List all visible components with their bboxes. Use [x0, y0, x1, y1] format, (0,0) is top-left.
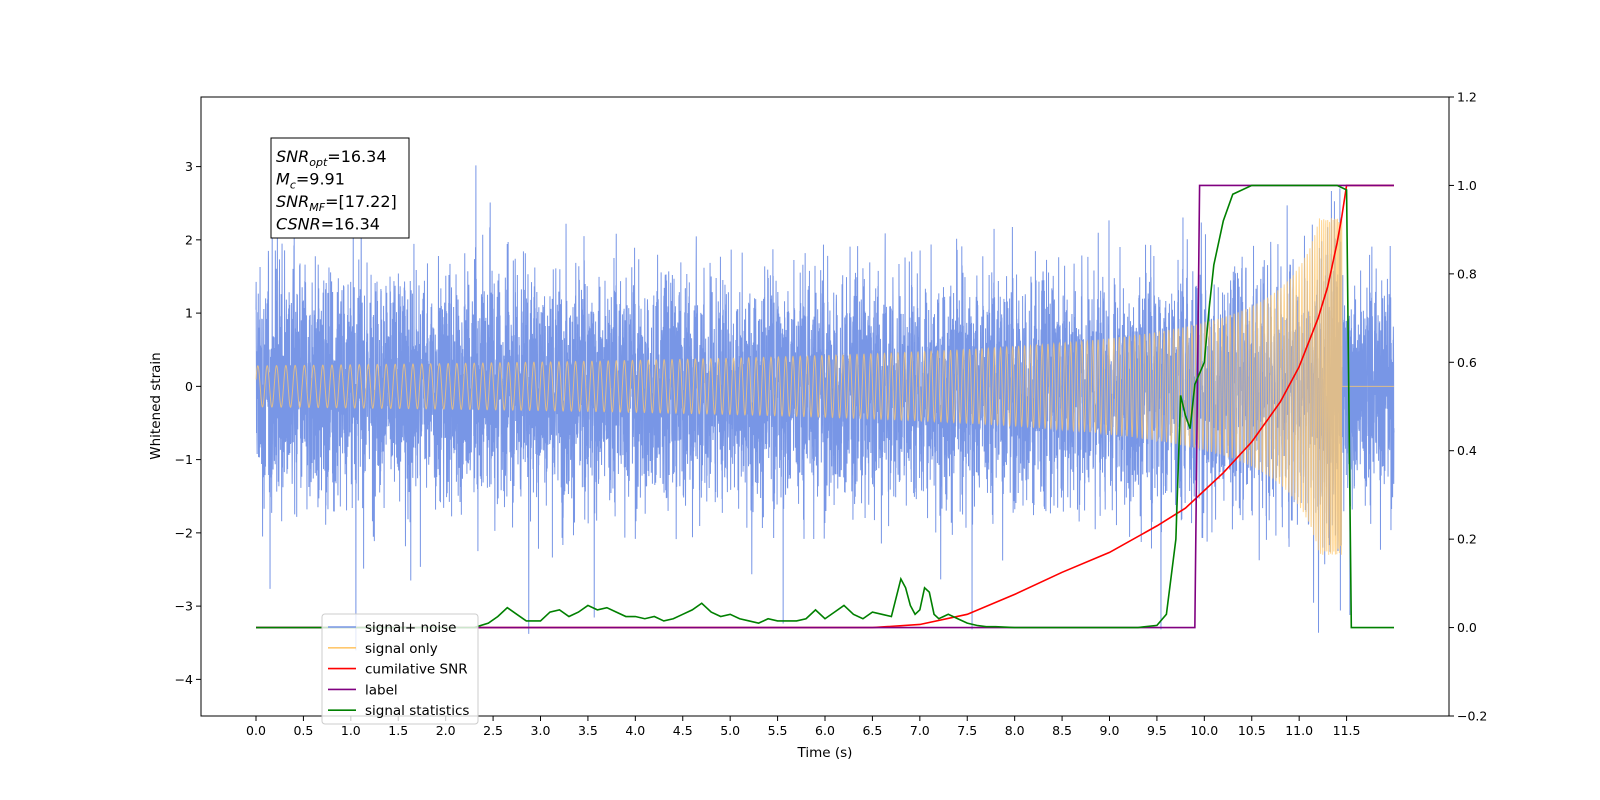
legend-frame	[321, 613, 479, 725]
info-line: SNRopt=16.34	[276, 147, 387, 169]
x-tick-label: 7.0	[910, 723, 930, 738]
x-tick-label: 5.0	[720, 723, 740, 738]
snr-info-box: SNRopt=16.34Mc=9.91SNRMF=[17.22]CSNR=16.…	[270, 137, 410, 239]
y-tick-label: −4	[175, 672, 193, 687]
y-axis-left: 3 2 1 0 −1 −2 −3 −4	[175, 159, 201, 687]
x-tick-label: 0.5	[293, 723, 313, 738]
legend-label: label	[365, 682, 398, 698]
y-right-tick-label: 0.6	[1457, 355, 1477, 370]
x-tick-label: 11.5	[1333, 723, 1361, 738]
info-box-frame	[270, 137, 410, 239]
x-tick-label: 9.0	[1100, 723, 1120, 738]
y-tick-label: −3	[175, 599, 193, 614]
y-right-tick-label: 0.2	[1457, 532, 1477, 547]
x-tick-label: 1.5	[388, 723, 408, 738]
x-tick-label: 7.5	[957, 723, 977, 738]
x-tick-label: 8.0	[1005, 723, 1025, 738]
x-axis: 0.0 0.5 1.0 1.5 2.0 2.5 3.0 3.5 4.0 4.5 5.0 5.5 6.0 6…	[246, 716, 1361, 738]
x-tick-label: 5.5	[768, 723, 788, 738]
y-right-tick-label: 1.0	[1457, 178, 1477, 193]
plot-lines	[255, 165, 1395, 651]
y-right-tick-label: 0.0	[1457, 620, 1477, 635]
cumilative-snr-line	[256, 184, 1394, 629]
legend-label: signal only	[365, 641, 438, 657]
legend-label: signal statistics	[365, 703, 469, 719]
y-right-tick-label: 0.8	[1457, 266, 1477, 281]
info-line: CSNR=16.34	[276, 215, 380, 234]
y-right-tick-label: 0.4	[1457, 443, 1477, 458]
legend: signal+ noise signal only cumilative SNR la…	[321, 613, 479, 725]
info-line: SNRMF=[17.22]	[276, 192, 397, 214]
x-tick-label: 9.5	[1147, 723, 1167, 738]
y-tick-label: 1	[185, 306, 193, 321]
x-tick-label: 3.5	[578, 723, 598, 738]
x-tick-label: 6.5	[862, 723, 882, 738]
y-axis-right: 1.2 1.0 0.8 0.6 0.4 0.2 0.0 −0.2	[1449, 90, 1487, 724]
label-line	[256, 184, 1394, 629]
y-tick-label: 2	[185, 232, 193, 247]
x-axis-label: Time (s)	[797, 745, 853, 761]
info-line: Mc=9.91	[276, 170, 345, 192]
signal-statistics-line	[256, 184, 1394, 629]
x-tick-label: 10.0	[1190, 723, 1218, 738]
x-tick-label: 8.5	[1052, 723, 1072, 738]
x-tick-label: 3.0	[531, 723, 551, 738]
x-tick-label: 4.5	[673, 723, 693, 738]
x-tick-label: 1.0	[341, 723, 361, 738]
x-tick-label: 4.0	[625, 723, 645, 738]
y-tick-label: −1	[175, 452, 193, 467]
x-tick-label: 6.0	[815, 723, 835, 738]
x-tick-label: 2.0	[436, 723, 456, 738]
y-tick-label: −2	[175, 525, 193, 540]
x-tick-label: 2.5	[483, 723, 503, 738]
y-axis-label: Whitened strain	[148, 352, 164, 459]
y-right-tick-label: −0.2	[1457, 709, 1487, 724]
y-tick-label: 3	[185, 159, 193, 174]
x-tick-label: 11.0	[1285, 723, 1313, 738]
legend-label: cumilative SNR	[365, 662, 468, 678]
y-right-tick-label: 1.2	[1457, 90, 1477, 105]
x-tick-label: 0.0	[246, 723, 266, 738]
legend-label: signal+ noise	[365, 620, 456, 636]
y-tick-label: 0	[185, 379, 193, 394]
x-tick-label: 10.5	[1238, 723, 1266, 738]
